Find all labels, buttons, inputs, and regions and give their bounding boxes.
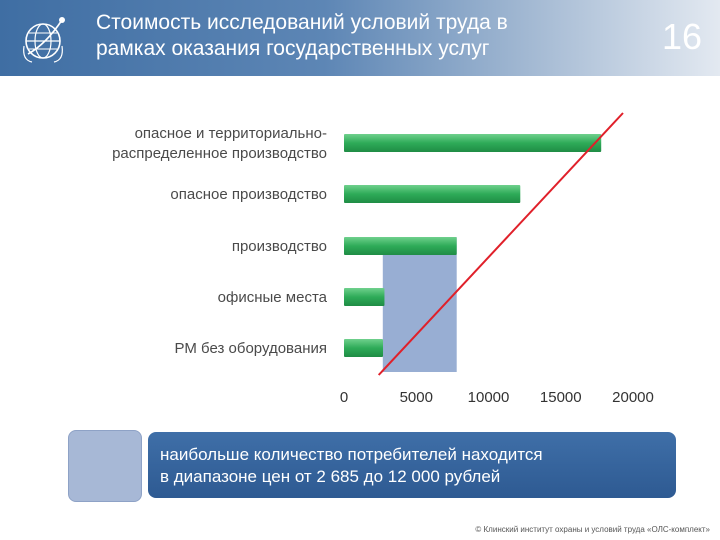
category-label-2-0: производство <box>232 238 327 255</box>
x-tick-label-0: 0 <box>340 389 348 406</box>
bar-2 <box>344 237 457 255</box>
category-label-3-0: офисные места <box>218 289 328 306</box>
note-box: наибольше количество потребителей находи… <box>148 432 676 498</box>
category-label-0-1: распределенное производство <box>112 145 327 162</box>
bar-1 <box>344 185 521 203</box>
note-legend-square <box>68 430 142 502</box>
x-tick-label-4: 20000 <box>612 389 654 406</box>
footer-copyright: © Клинский институт охраны и условий тру… <box>475 525 710 534</box>
slide-header: Стоимость исследований условий труда в р… <box>0 0 720 76</box>
category-label-1-0: опасное производство <box>170 186 327 203</box>
note-line-1: наибольше количество потребителей находи… <box>160 445 543 464</box>
page-title: Стоимость исследований условий труда в р… <box>96 10 616 62</box>
bar-0 <box>344 134 602 152</box>
bar-4 <box>344 339 384 357</box>
slide-number: 16 <box>661 16 702 57</box>
bar-3 <box>344 288 385 306</box>
category-label-0-0: опасное и территориально- <box>135 125 327 142</box>
globe-satellite-logo-icon <box>23 17 65 63</box>
title-line-2: рамках оказания государственных услуг <box>96 37 490 60</box>
category-label-4-0: РМ без оборудования <box>175 340 327 357</box>
title-line-1: Стоимость исследований условий труда в <box>96 11 508 34</box>
price-bar-chart: опасное и территориально-распределенное … <box>112 112 654 406</box>
x-tick-label-3: 15000 <box>540 389 582 406</box>
trend-line <box>377 112 624 376</box>
x-tick-label-2: 10000 <box>468 389 510 406</box>
note-line-2: в диапазоне цен от 2 685 до 12 000 рубле… <box>160 467 501 486</box>
x-tick-label-1: 5000 <box>400 389 433 406</box>
